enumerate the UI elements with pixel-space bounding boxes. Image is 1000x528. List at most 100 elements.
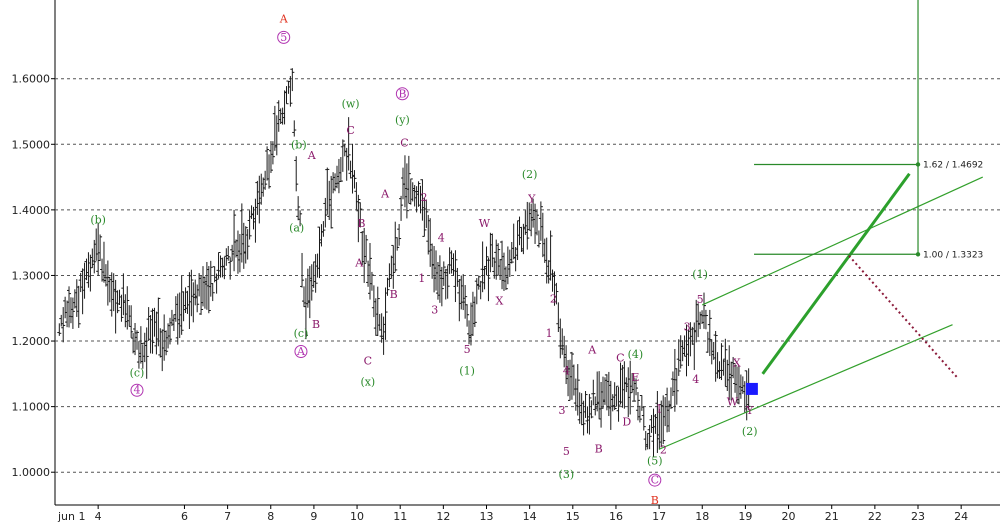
wave-label: 4 — [438, 231, 445, 244]
x-tick-label: 7 — [224, 510, 231, 523]
y-tick-label: 1.5000 — [12, 138, 51, 151]
x-tick-label: 21 — [825, 510, 839, 523]
wave-label: (4) — [628, 348, 644, 361]
wave-label: E — [631, 371, 639, 384]
wave-label-circle — [130, 383, 144, 397]
wave-label: B — [651, 494, 659, 507]
fib-level-label: 1.62 / 1.4692 — [923, 160, 983, 170]
wave-label: B — [312, 318, 320, 331]
wave-label: 1 — [656, 403, 663, 416]
x-tick-label: 13 — [480, 510, 494, 523]
x-tick-label: 8 — [267, 510, 274, 523]
wave-label: W — [479, 217, 491, 230]
x-tick-label: 14 — [523, 510, 537, 523]
wave-label: B — [357, 217, 365, 230]
wave-label: A — [279, 12, 289, 25]
y-tick-label: 1.6000 — [12, 73, 51, 86]
wave-label: (w) — [342, 98, 360, 111]
wave-label: 4 — [133, 384, 140, 397]
wave-label: (3) — [559, 468, 575, 481]
wave-label: (c) — [130, 367, 145, 380]
wave-label: 5 — [697, 293, 704, 306]
wave-label: 3 — [684, 321, 691, 334]
x-tick-label: 6 — [181, 510, 188, 523]
bearish-projection-line — [848, 255, 958, 378]
wave-label: C — [364, 355, 372, 368]
wave-label: 5 — [464, 343, 471, 356]
wave-label: (b) — [90, 214, 106, 227]
wave-label: 1 — [546, 327, 553, 340]
wave-label-circle — [294, 345, 308, 359]
wave-label: D — [622, 416, 631, 429]
channel-upper-line — [702, 176, 983, 306]
y-tick-label: 1.2000 — [12, 335, 51, 348]
wave-label: X — [496, 294, 504, 307]
current-price-marker — [745, 382, 758, 395]
wave-label: 4 — [563, 365, 570, 378]
y-tick-label: 1.0000 — [12, 466, 51, 479]
x-tick-label: 20 — [782, 510, 796, 523]
wave-label: 3 — [431, 304, 438, 317]
fib-level-label: 1.00 / 1.3323 — [923, 250, 983, 260]
wave-label: (1) — [459, 365, 475, 378]
wave-label: (1) — [692, 268, 708, 281]
wave-label: Y — [745, 404, 754, 417]
x-tick-label: 24 — [954, 510, 968, 523]
wave-label: (c) — [294, 327, 309, 340]
wave-label: 2 — [550, 292, 557, 305]
wave-label: X — [733, 357, 741, 370]
wave-label: (2) — [522, 168, 538, 181]
y-tick-label: 1.1000 — [12, 401, 51, 414]
x-tick-label: 17 — [652, 510, 666, 523]
wave-label: (2) — [742, 425, 758, 438]
x-start-label: jun 1 — [57, 510, 86, 523]
x-tick-label: 19 — [738, 510, 752, 523]
x-tick-label: 9 — [310, 510, 317, 523]
x-tick-label: 23 — [911, 510, 925, 523]
wave-label: Y — [527, 193, 536, 206]
wave-label: 5 — [280, 31, 287, 44]
wave-label: (b) — [291, 138, 307, 151]
wave-label: 3 — [559, 404, 566, 417]
channel-lower-line — [658, 324, 953, 450]
fib-level-dot — [915, 162, 921, 167]
wave-label: C — [400, 136, 408, 149]
wave-label: A — [380, 187, 390, 200]
wave-label: A — [354, 256, 364, 269]
x-tick-label: 10 — [350, 510, 364, 523]
y-tick-label: 1.4000 — [12, 204, 51, 217]
wave-label: A — [587, 344, 597, 357]
wave-label: 5 — [563, 445, 570, 458]
x-tick-label: 15 — [566, 510, 580, 523]
wave-label: B — [398, 87, 406, 100]
wave-label: (a) — [289, 222, 304, 235]
wave-label: A — [307, 149, 317, 162]
wave-label-circle — [395, 87, 409, 101]
wave-label: C — [651, 474, 659, 487]
wave-label: 2 — [420, 191, 427, 204]
x-tick-label: 4 — [95, 510, 102, 523]
x-tick-label: 18 — [695, 510, 709, 523]
wave-label: (x) — [360, 376, 375, 389]
bullish-projection-line — [761, 172, 911, 375]
wave-label: 2 — [660, 443, 667, 456]
fib-level-dot — [915, 252, 921, 257]
wave-label: (y) — [395, 113, 410, 126]
wave-label: 4 — [692, 373, 699, 386]
wave-label-circle — [277, 30, 291, 44]
wave-label: W — [727, 395, 739, 408]
wave-label: C — [346, 124, 354, 137]
wave-label: B — [390, 288, 398, 301]
y-tick-label: 1.3000 — [12, 269, 51, 282]
x-tick-label: 22 — [868, 510, 882, 523]
price-bars — [57, 68, 751, 457]
x-tick-label: 12 — [436, 510, 450, 523]
wave-label: B — [595, 443, 603, 456]
wave-label: 1 — [418, 272, 425, 285]
wave-label: (5) — [647, 454, 663, 467]
wave-label: A — [296, 345, 306, 358]
wave-label: C — [616, 351, 624, 364]
